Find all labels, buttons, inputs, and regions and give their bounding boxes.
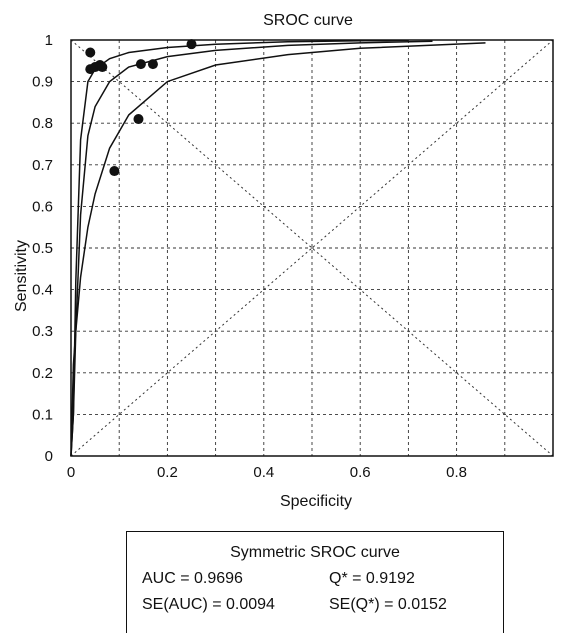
x-tick-label: 0.4 — [253, 464, 274, 481]
sroc-curve-1 — [70, 39, 409, 457]
study-point — [147, 59, 158, 70]
q-star-value: Q* = 0.9192 — [329, 570, 415, 587]
reference-lines — [70, 39, 554, 457]
sroc-curve-3 — [70, 42, 486, 457]
study-point — [133, 114, 144, 125]
study-point — [186, 39, 197, 50]
y-tick-label: 0.6 — [32, 198, 53, 215]
sroc-curves — [70, 39, 486, 457]
x-axis-label: Specificity — [280, 493, 352, 510]
y-tick-label: 0.3 — [32, 323, 53, 340]
plot-frame — [70, 39, 554, 457]
y-tick-label: 0.7 — [32, 157, 53, 174]
sroc-curve-2 — [70, 40, 433, 457]
summary-stats-box: Symmetric SROC curve AUC = 0.9696 Q* = 0… — [126, 531, 504, 633]
se-q-star-value: SE(Q*) = 0.0152 — [329, 596, 447, 613]
sroc-chart: SROC curve 0 0.1 0.2 0.3 0.4 0.5 0.6 0.7 0.8 0.9 1… — [13, 12, 554, 510]
chart-title: SROC curve — [263, 12, 353, 29]
summary-title: Symmetric SROC curve — [230, 544, 400, 561]
study-point — [85, 47, 96, 58]
auc-value: AUC = 0.9696 — [142, 570, 243, 587]
y-tick-label: 0.4 — [32, 282, 53, 299]
grid-lines — [71, 40, 553, 456]
x-tick-label: 0.2 — [157, 464, 178, 481]
x-tick-label: 0.8 — [446, 464, 467, 481]
diagonal-reference-line — [70, 39, 554, 457]
y-axis-label: Sensitivity — [13, 240, 30, 312]
y-tick-label: 1 — [45, 32, 53, 49]
se-auc-value: SE(AUC) = 0.0094 — [142, 596, 275, 613]
y-tick-label: 0.5 — [32, 240, 53, 257]
y-tick-labels: 0 0.1 0.2 0.3 0.4 0.5 0.6 0.7 0.8 0.9 1 — [32, 32, 53, 465]
x-tick-label: 0.6 — [350, 464, 371, 481]
y-tick-label: 0.9 — [32, 74, 53, 91]
anti-diagonal-reference-line — [70, 39, 554, 457]
y-tick-label: 0 — [45, 448, 53, 465]
study-points — [85, 39, 197, 177]
study-point — [135, 59, 146, 70]
study-point — [97, 62, 108, 73]
study-point — [109, 166, 120, 177]
y-tick-label: 0.2 — [32, 365, 53, 382]
x-tick-labels: 0 0.2 0.4 0.6 0.8 — [67, 464, 467, 481]
y-tick-label: 0.8 — [32, 115, 53, 132]
x-tick-label: 0 — [67, 464, 75, 481]
y-tick-label: 0.1 — [32, 406, 53, 423]
